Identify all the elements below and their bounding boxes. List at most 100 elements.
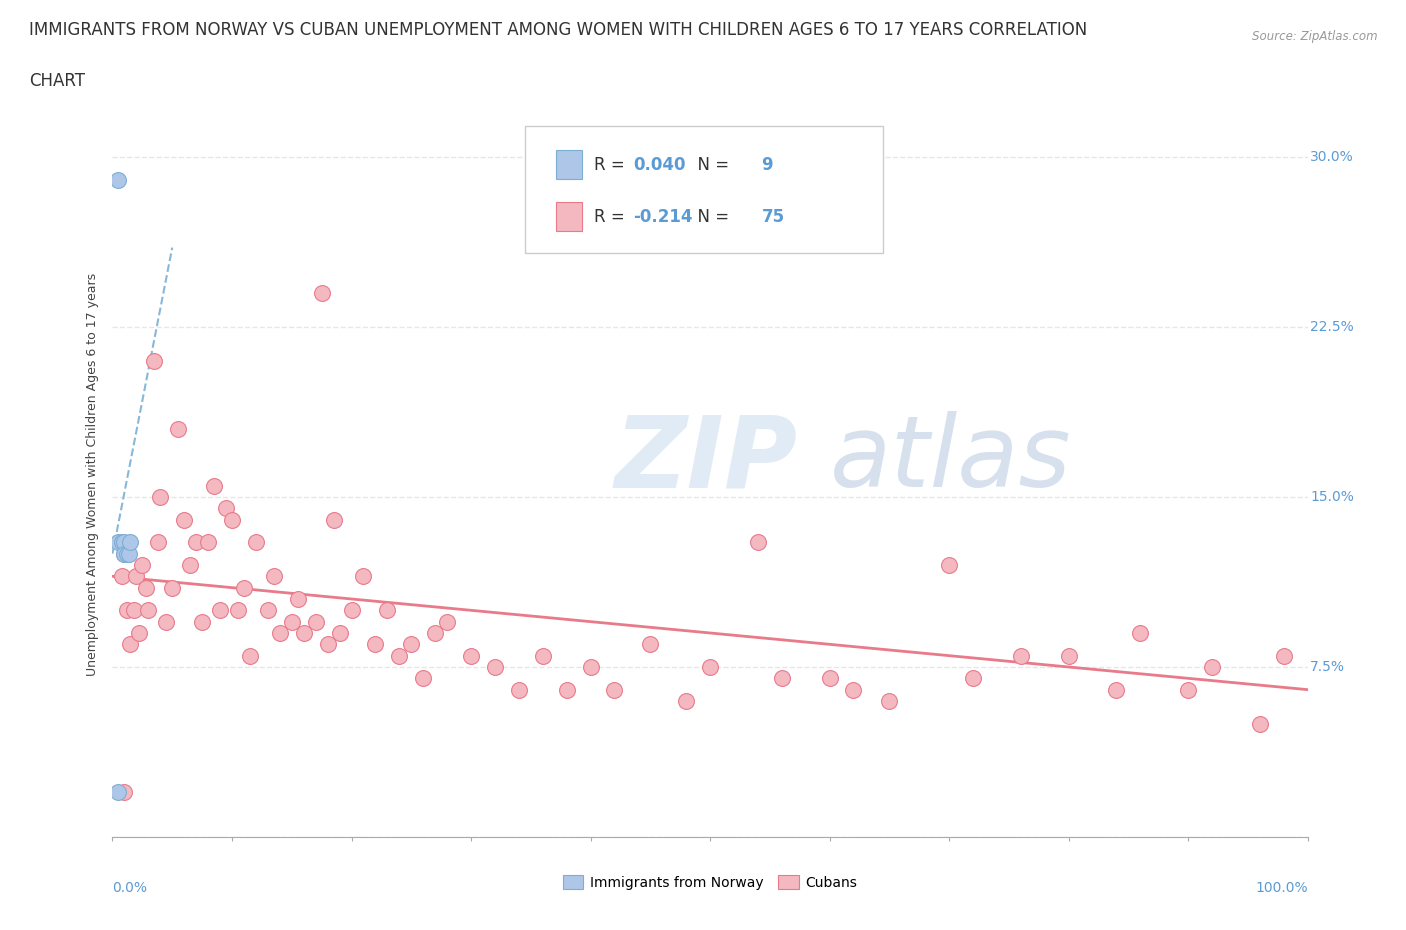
- Point: [675, 694, 697, 709]
- Point: [118, 546, 141, 561]
- Point: [107, 784, 129, 799]
- Point: [292, 626, 315, 641]
- Text: N =: N =: [688, 156, 735, 174]
- Point: [155, 614, 177, 629]
- Text: ZIP: ZIP: [614, 411, 797, 509]
- Point: [107, 535, 129, 550]
- Point: [1249, 716, 1271, 731]
- Point: [115, 603, 138, 618]
- Point: [818, 671, 841, 685]
- Point: [640, 637, 662, 652]
- Point: [263, 569, 285, 584]
- Point: [460, 648, 482, 663]
- FancyBboxPatch shape: [555, 151, 582, 179]
- Point: [239, 648, 262, 663]
- Text: 7.5%: 7.5%: [1310, 660, 1346, 674]
- Point: [316, 637, 339, 652]
- Point: [287, 591, 309, 606]
- Point: [125, 569, 148, 584]
- Point: [135, 580, 157, 595]
- Point: [114, 784, 135, 799]
- Point: [179, 558, 201, 573]
- Point: [1177, 683, 1199, 698]
- Point: [197, 535, 219, 550]
- Point: [146, 535, 169, 550]
- Point: [115, 546, 138, 561]
- Point: [412, 671, 434, 685]
- Point: [1201, 659, 1223, 674]
- Point: [1272, 648, 1295, 663]
- Legend: Immigrants from Norway, Cubans: Immigrants from Norway, Cubans: [557, 870, 863, 896]
- Point: [138, 603, 160, 618]
- Point: [388, 648, 411, 663]
- Text: IMMIGRANTS FROM NORWAY VS CUBAN UNEMPLOYMENT AMONG WOMEN WITH CHILDREN AGES 6 TO: IMMIGRANTS FROM NORWAY VS CUBAN UNEMPLOY…: [28, 21, 1087, 39]
- Point: [401, 637, 423, 652]
- Point: [131, 558, 153, 573]
- Text: 0.040: 0.040: [634, 156, 686, 174]
- Point: [322, 512, 344, 527]
- Point: [202, 478, 225, 493]
- Point: [603, 683, 626, 698]
- Point: [329, 626, 352, 641]
- Text: CHART: CHART: [28, 72, 84, 90]
- Point: [114, 546, 135, 561]
- Point: [128, 626, 150, 641]
- Point: [120, 637, 142, 652]
- Point: [1057, 648, 1080, 663]
- Point: [186, 535, 208, 550]
- Point: [226, 603, 249, 618]
- Point: [938, 558, 960, 573]
- Point: [340, 603, 363, 618]
- Point: [962, 671, 984, 685]
- Point: [305, 614, 328, 629]
- Point: [1129, 626, 1152, 641]
- FancyBboxPatch shape: [524, 126, 883, 253]
- Point: [436, 614, 458, 629]
- Point: [111, 569, 134, 584]
- Point: [107, 172, 129, 187]
- Text: 9: 9: [762, 156, 773, 174]
- Point: [122, 603, 145, 618]
- Point: [377, 603, 399, 618]
- Text: 75: 75: [762, 207, 785, 226]
- Point: [508, 683, 530, 698]
- Point: [233, 580, 256, 595]
- Point: [842, 683, 865, 698]
- Point: [770, 671, 793, 685]
- Text: atlas: atlas: [830, 411, 1071, 509]
- Text: 30.0%: 30.0%: [1310, 150, 1354, 164]
- Point: [114, 546, 135, 561]
- Point: [352, 569, 374, 584]
- Text: N =: N =: [688, 207, 735, 226]
- Text: 22.5%: 22.5%: [1310, 320, 1354, 334]
- Text: R =: R =: [595, 156, 630, 174]
- Point: [364, 637, 387, 652]
- Point: [173, 512, 195, 527]
- Text: R =: R =: [595, 207, 630, 226]
- Point: [257, 603, 280, 618]
- Point: [579, 659, 602, 674]
- Point: [162, 580, 183, 595]
- Text: Source: ZipAtlas.com: Source: ZipAtlas.com: [1253, 30, 1378, 43]
- Point: [311, 286, 333, 300]
- Point: [879, 694, 901, 709]
- Text: 0.0%: 0.0%: [112, 881, 148, 895]
- Point: [1010, 648, 1032, 663]
- Point: [120, 535, 142, 550]
- Point: [221, 512, 243, 527]
- Point: [699, 659, 721, 674]
- Point: [167, 421, 190, 436]
- Point: [114, 535, 135, 550]
- Point: [747, 535, 769, 550]
- Point: [1105, 683, 1128, 698]
- Point: [209, 603, 232, 618]
- Text: 15.0%: 15.0%: [1310, 490, 1354, 504]
- FancyBboxPatch shape: [555, 202, 582, 231]
- Point: [555, 683, 578, 698]
- Point: [191, 614, 214, 629]
- Point: [143, 353, 166, 368]
- Text: -0.214: -0.214: [634, 207, 693, 226]
- Point: [269, 626, 291, 641]
- Y-axis label: Unemployment Among Women with Children Ages 6 to 17 years: Unemployment Among Women with Children A…: [86, 272, 100, 676]
- Point: [281, 614, 304, 629]
